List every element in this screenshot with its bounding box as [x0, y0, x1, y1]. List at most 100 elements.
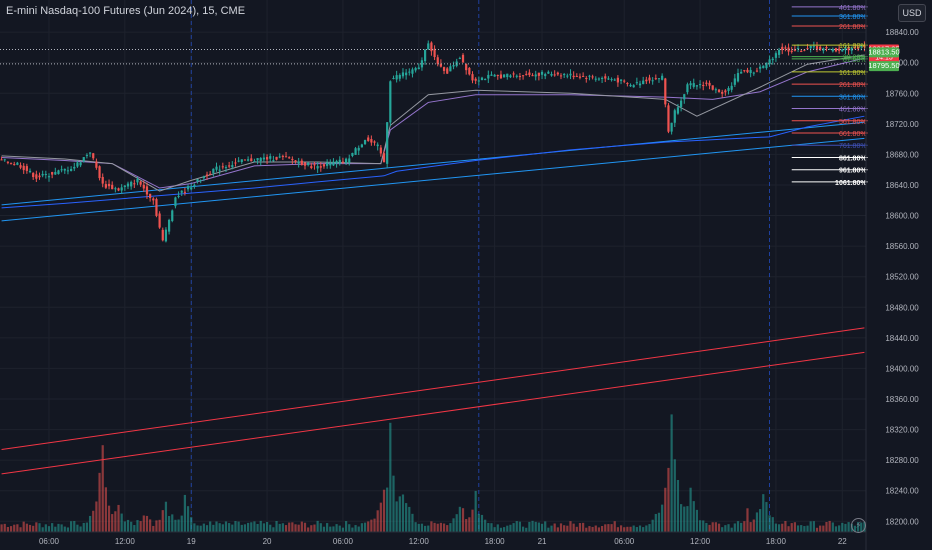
- volume-bar-158: [499, 527, 503, 532]
- volume-bar-46: [145, 515, 149, 532]
- volume-bar-115: [363, 522, 367, 532]
- price-tick-label-8: 18520.00: [885, 273, 919, 282]
- price-tick-label-1: 18800.00: [885, 59, 919, 68]
- volume-bar-37: [117, 504, 120, 532]
- lightning-icon[interactable]: ⚡: [851, 518, 866, 533]
- candle-128: [405, 69, 408, 80]
- candle-139: [439, 59, 443, 68]
- candle-186: [588, 74, 591, 81]
- price-axis[interactable]: 18840.00 18800.00 18760.00 18720.00 18680.00…: [865, 0, 919, 550]
- volume-bar-166: [525, 527, 528, 532]
- volume-bar-35: [111, 514, 114, 532]
- candle-187: [591, 74, 594, 80]
- candle-70: [221, 162, 224, 170]
- candle-269: [850, 46, 853, 55]
- volume-bar-219: [692, 501, 695, 532]
- candle-195: [616, 75, 620, 87]
- candle-145: [458, 56, 461, 60]
- candle-213: [673, 108, 676, 128]
- candle-69: [218, 165, 221, 175]
- trend-lines[interactable]: [1, 121, 865, 475]
- candle-35: [111, 181, 114, 190]
- volume-bar-230: [727, 524, 730, 532]
- candle-267: [844, 44, 847, 54]
- candle-26: [82, 157, 85, 163]
- volume-bar-125: [395, 501, 398, 532]
- candle-59: [186, 184, 190, 192]
- candle-57: [180, 190, 183, 196]
- candle-190: [600, 76, 604, 84]
- volume-bar-85: [269, 524, 272, 532]
- time-tick-label-8: 06:00: [614, 537, 635, 546]
- volume-bar-31: [98, 472, 101, 532]
- volume-bar-7: [22, 521, 25, 532]
- candle-98: [310, 163, 313, 170]
- candle-208: [657, 78, 661, 83]
- time-tick-label-1: 12:00: [115, 537, 136, 546]
- candle-218: [689, 80, 692, 90]
- price-tick-label-9: 18480.00: [885, 303, 919, 312]
- volume-bar-107: [338, 525, 341, 532]
- volume-bar-144: [455, 514, 458, 532]
- volume-bar-74: [234, 521, 237, 532]
- volume-bar-185: [585, 527, 588, 532]
- volume-bar-114: [360, 523, 363, 532]
- candle-200: [632, 84, 635, 88]
- candle-99: [313, 161, 316, 170]
- volume-bar-214: [676, 479, 680, 532]
- time-axis[interactable]: 06:00 12:00 19 20 06:00 12:00 18:00 21 06:00 12:0…: [0, 531, 866, 546]
- volume-bar-1: [3, 523, 6, 532]
- volume-bar-98: [310, 525, 313, 532]
- volume-bar-130: [411, 513, 414, 532]
- candle-0: [0, 156, 3, 161]
- fib-extension-levels[interactable]: 561.80% 461.80% 361.80% 261.80% 161.80% 38.20…: [791, 0, 868, 187]
- candle-34: [107, 179, 111, 190]
- candle-141: [446, 66, 449, 74]
- candle-58: [183, 187, 187, 196]
- candle-101: [319, 162, 322, 172]
- volume-bar-38: [120, 513, 123, 532]
- candle-79: [250, 154, 253, 162]
- candle-114: [360, 143, 363, 148]
- time-tick-label-3: 20: [263, 537, 272, 546]
- currency-button[interactable]: USD: [898, 4, 926, 22]
- candle-105: [332, 158, 335, 166]
- candle-203: [642, 76, 645, 85]
- volume-bar-8: [25, 523, 28, 532]
- volume-bar-258: [815, 527, 819, 532]
- volume-bar-13: [41, 527, 44, 532]
- candle-113: [357, 145, 360, 156]
- candle-231: [730, 82, 733, 93]
- volume-bar-206: [651, 519, 654, 532]
- volume-bar-170: [537, 522, 540, 532]
- candle-60: [190, 183, 193, 191]
- volume-bar-169: [534, 521, 537, 532]
- volume-bar-25: [79, 526, 82, 532]
- candle-74: [234, 158, 237, 167]
- volume-bar-18: [57, 523, 60, 532]
- candle-221: [698, 80, 702, 89]
- candle-174: [550, 71, 553, 77]
- candle-125: [395, 70, 398, 83]
- candle-239: [755, 67, 759, 73]
- volume-bar-149: [471, 509, 474, 532]
- volume-bar-263: [831, 522, 834, 532]
- candle-43: [136, 176, 139, 186]
- candle-104: [329, 159, 332, 169]
- volume-bar-81: [256, 523, 259, 532]
- candle-142: [449, 64, 452, 72]
- volume-bar-262: [828, 520, 831, 532]
- candle-13: [41, 170, 44, 178]
- candle-39: [123, 185, 126, 191]
- candle-211: [667, 103, 670, 134]
- candle-143: [452, 61, 455, 70]
- candle-151: [477, 76, 480, 86]
- candle-207: [654, 74, 657, 81]
- candle-115: [363, 139, 367, 145]
- candle-14: [44, 170, 47, 179]
- volume-bar-24: [76, 524, 79, 532]
- volume-bar-104: [329, 526, 332, 532]
- candle-216: [683, 93, 686, 104]
- candle-85: [269, 153, 272, 163]
